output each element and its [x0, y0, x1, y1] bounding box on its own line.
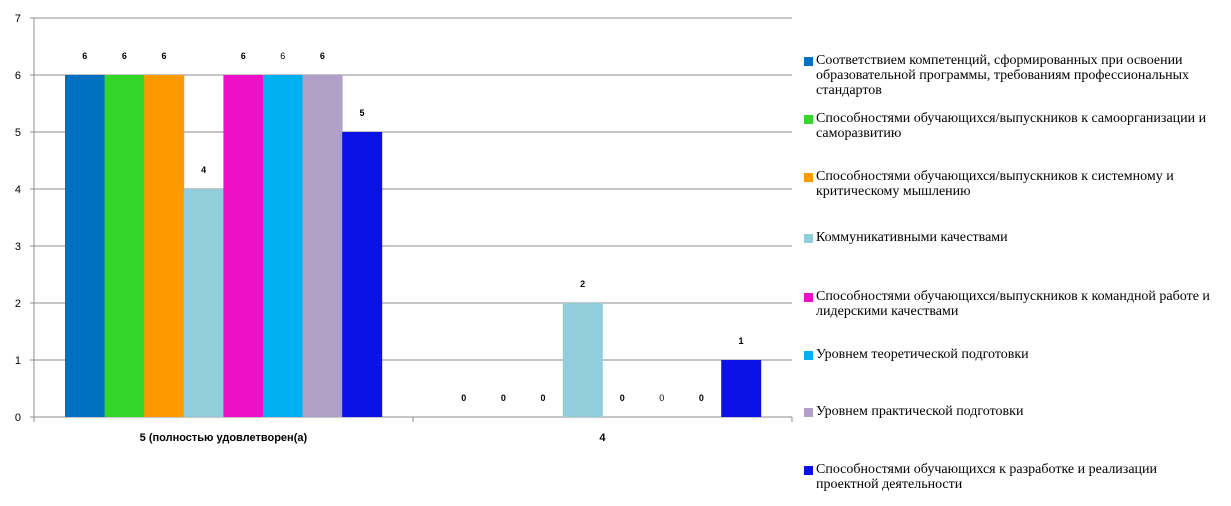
- data-label: 1: [738, 336, 743, 346]
- legend-label: Способностями обучающихся/выпускников к …: [816, 169, 1174, 199]
- y-tick-label: 7: [15, 13, 21, 25]
- data-label: 6: [122, 51, 127, 61]
- bar: [104, 75, 145, 417]
- y-tick-label: 6: [15, 70, 21, 82]
- legend-item: Соответствием компетенций, сформированны…: [804, 53, 1226, 98]
- data-label: 6: [161, 51, 166, 61]
- data-label: 5: [359, 108, 364, 118]
- legend-label: Уровнем практической подготовки: [816, 404, 1024, 419]
- legend-item: Коммуникативными качествами: [804, 230, 1216, 245]
- bar: [223, 75, 264, 417]
- legend-item: Способностями обучающихся/выпускников к …: [804, 289, 1216, 319]
- x-category-label: 4: [599, 432, 606, 444]
- data-labels: 6 0 6 0 6 0 4 2 6 0 6 0 6 0 5 1: [82, 51, 743, 403]
- legend-label: Коммуникативными качествами: [816, 230, 1008, 245]
- legend-swatch: [804, 115, 813, 124]
- y-tick-label: 2: [15, 298, 21, 310]
- legend-swatch: [804, 57, 813, 66]
- legend-swatch: [804, 351, 813, 360]
- legend-item: Способностями обучающихся/выпускников к …: [804, 111, 1216, 141]
- legend-label: Способностями обучающихся/выпускников к …: [816, 289, 1210, 319]
- data-label: 6: [280, 51, 285, 61]
- data-label: 0: [540, 393, 545, 403]
- data-label: 0: [461, 393, 466, 403]
- y-tick-label: 5: [15, 127, 21, 139]
- bars: [65, 75, 762, 417]
- legend-swatch: [804, 173, 813, 182]
- bar: [562, 303, 603, 417]
- bar: [302, 75, 343, 417]
- y-tick-label: 3: [15, 241, 21, 253]
- data-label: 0: [620, 393, 625, 403]
- legend-item: Способностями обучающихся/выпускников к …: [804, 169, 1216, 199]
- legend-label: Способностями обучающихся к разработке и…: [816, 462, 1158, 492]
- data-label: 6: [320, 51, 325, 61]
- bar: [144, 75, 185, 417]
- legend-swatch: [804, 234, 813, 243]
- y-tick-label: 0: [15, 412, 21, 424]
- bar: [65, 75, 105, 417]
- data-label: 0: [699, 393, 704, 403]
- bar: [342, 132, 383, 417]
- data-label: 0: [659, 393, 664, 403]
- legend-swatch: [804, 293, 813, 302]
- legend-swatch: [804, 466, 813, 475]
- y-tick-label: 4: [15, 184, 21, 196]
- data-label: 0: [501, 393, 506, 403]
- bar: [721, 360, 762, 417]
- axes: 0 1 2 3 4 5 6 7 5 (полностью удовлетворен(а) 4: [15, 13, 793, 444]
- legend-label: Соответствием компетенций, сформированны…: [816, 53, 1190, 98]
- y-tick-label: 1: [15, 355, 21, 367]
- x-category-label: 5 (полностью удовлетворен(а): [140, 432, 308, 444]
- legend-label: Уровнем теоретической подготовки: [816, 347, 1029, 362]
- data-label: 6: [82, 51, 87, 61]
- legend-item: Уровнем практической подготовки: [804, 404, 1216, 419]
- legend-item: Способностями обучающихся к разработке и…: [804, 462, 1216, 492]
- bar: [263, 75, 303, 417]
- data-label: 4: [201, 165, 206, 175]
- legend-item: Уровнем теоретической подготовки: [804, 347, 1216, 362]
- data-label: 6: [241, 51, 246, 61]
- legend-swatch: [804, 408, 813, 417]
- data-label: 2: [580, 279, 585, 289]
- bar: [183, 189, 224, 417]
- legend-label: Способностями обучающихся/выпускников к …: [816, 111, 1207, 141]
